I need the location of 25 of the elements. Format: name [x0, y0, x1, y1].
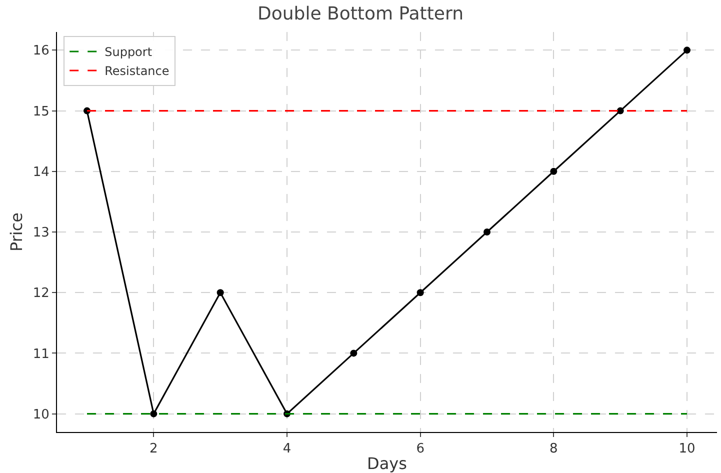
y-tick-label: 14 [32, 164, 50, 180]
x-tick-label: 4 [282, 442, 292, 457]
point [150, 410, 158, 418]
y-tick-label: 13 [32, 226, 50, 241]
chart-title: Double Bottom Pattern [257, 4, 464, 25]
point [416, 289, 424, 296]
y-tick-label: 11 [32, 346, 50, 362]
point [616, 107, 624, 114]
y-tick-label: 10 [32, 407, 50, 422]
y-tick-label: 15 [32, 104, 50, 120]
x-axis-title: Days [367, 454, 407, 473]
x-tick-label: 6 [416, 442, 424, 457]
point [684, 46, 690, 54]
x-tick-label: 8 [550, 442, 558, 457]
y-axis-title: Price [6, 212, 26, 252]
point [550, 168, 558, 175]
x-tick-label: 2 [150, 442, 158, 457]
y-tick-label: 12 [32, 286, 50, 302]
point [484, 228, 490, 236]
legend-label: Resistance [104, 64, 170, 78]
point [350, 350, 358, 357]
legend-label: Support [104, 45, 152, 60]
x-tick-label: 10 [678, 442, 696, 457]
y-tick-label: 16 [32, 44, 50, 59]
point [216, 289, 224, 296]
